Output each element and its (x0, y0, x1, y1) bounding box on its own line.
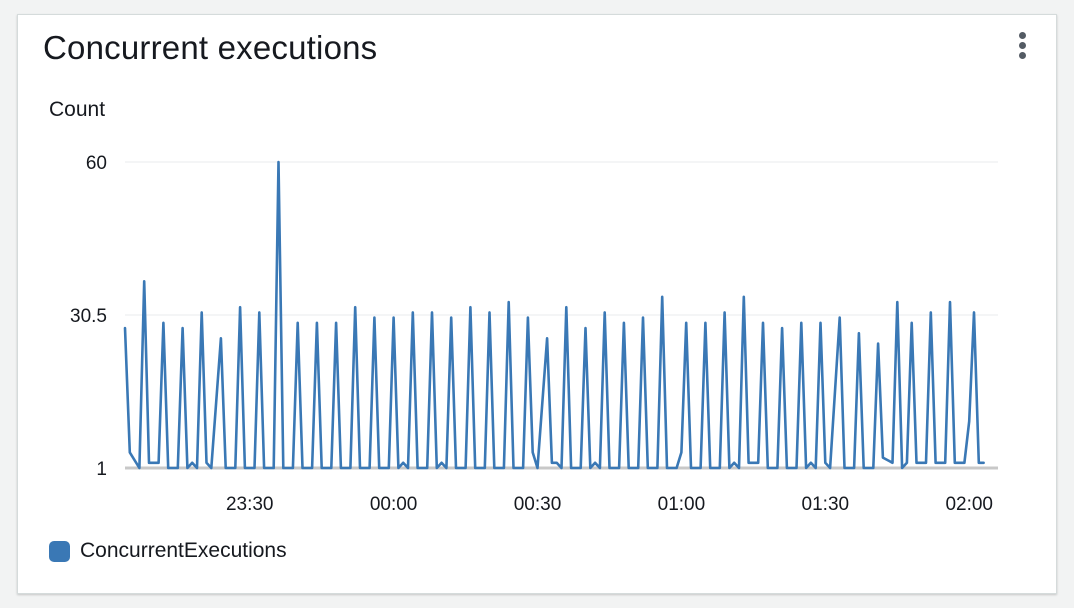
y-axis-ticks: 1 30.5 60 (70, 153, 107, 480)
legend-swatch (49, 540, 70, 562)
x-tick-label: 00:00 (370, 494, 418, 515)
y-tick-label: 30.5 (70, 306, 107, 327)
widget-card: Concurrent executions Count 1 30.5 60 23:3… (17, 14, 1057, 594)
x-tick-label: 00:30 (514, 494, 562, 515)
x-tick-label: 02:00 (945, 494, 993, 515)
legend-item-concurrentexecutions[interactable]: ConcurrentExecutions (49, 539, 287, 563)
series-layer (123, 160, 985, 470)
x-axis-ticks: 23:30 00:00 00:30 01:00 01:30 02:00 (226, 494, 993, 515)
chart-area: Count 1 30.5 60 23:30 00:00 00:30 01:00 01:30 0… (49, 98, 998, 515)
widget-title: Concurrent executions (43, 29, 378, 66)
vertical-ellipsis-icon[interactable] (1012, 31, 1034, 61)
legend-label: ConcurrentExecutions (80, 539, 287, 562)
x-tick-label: 23:30 (226, 494, 274, 515)
y-axis-label: Count (49, 98, 105, 121)
x-tick-label: 01:30 (802, 494, 850, 515)
series-line-concurrentexecutions (123, 160, 985, 470)
y-tick-label: 1 (96, 459, 107, 480)
y-tick-label: 60 (86, 153, 107, 174)
x-tick-label: 01:00 (658, 494, 706, 515)
